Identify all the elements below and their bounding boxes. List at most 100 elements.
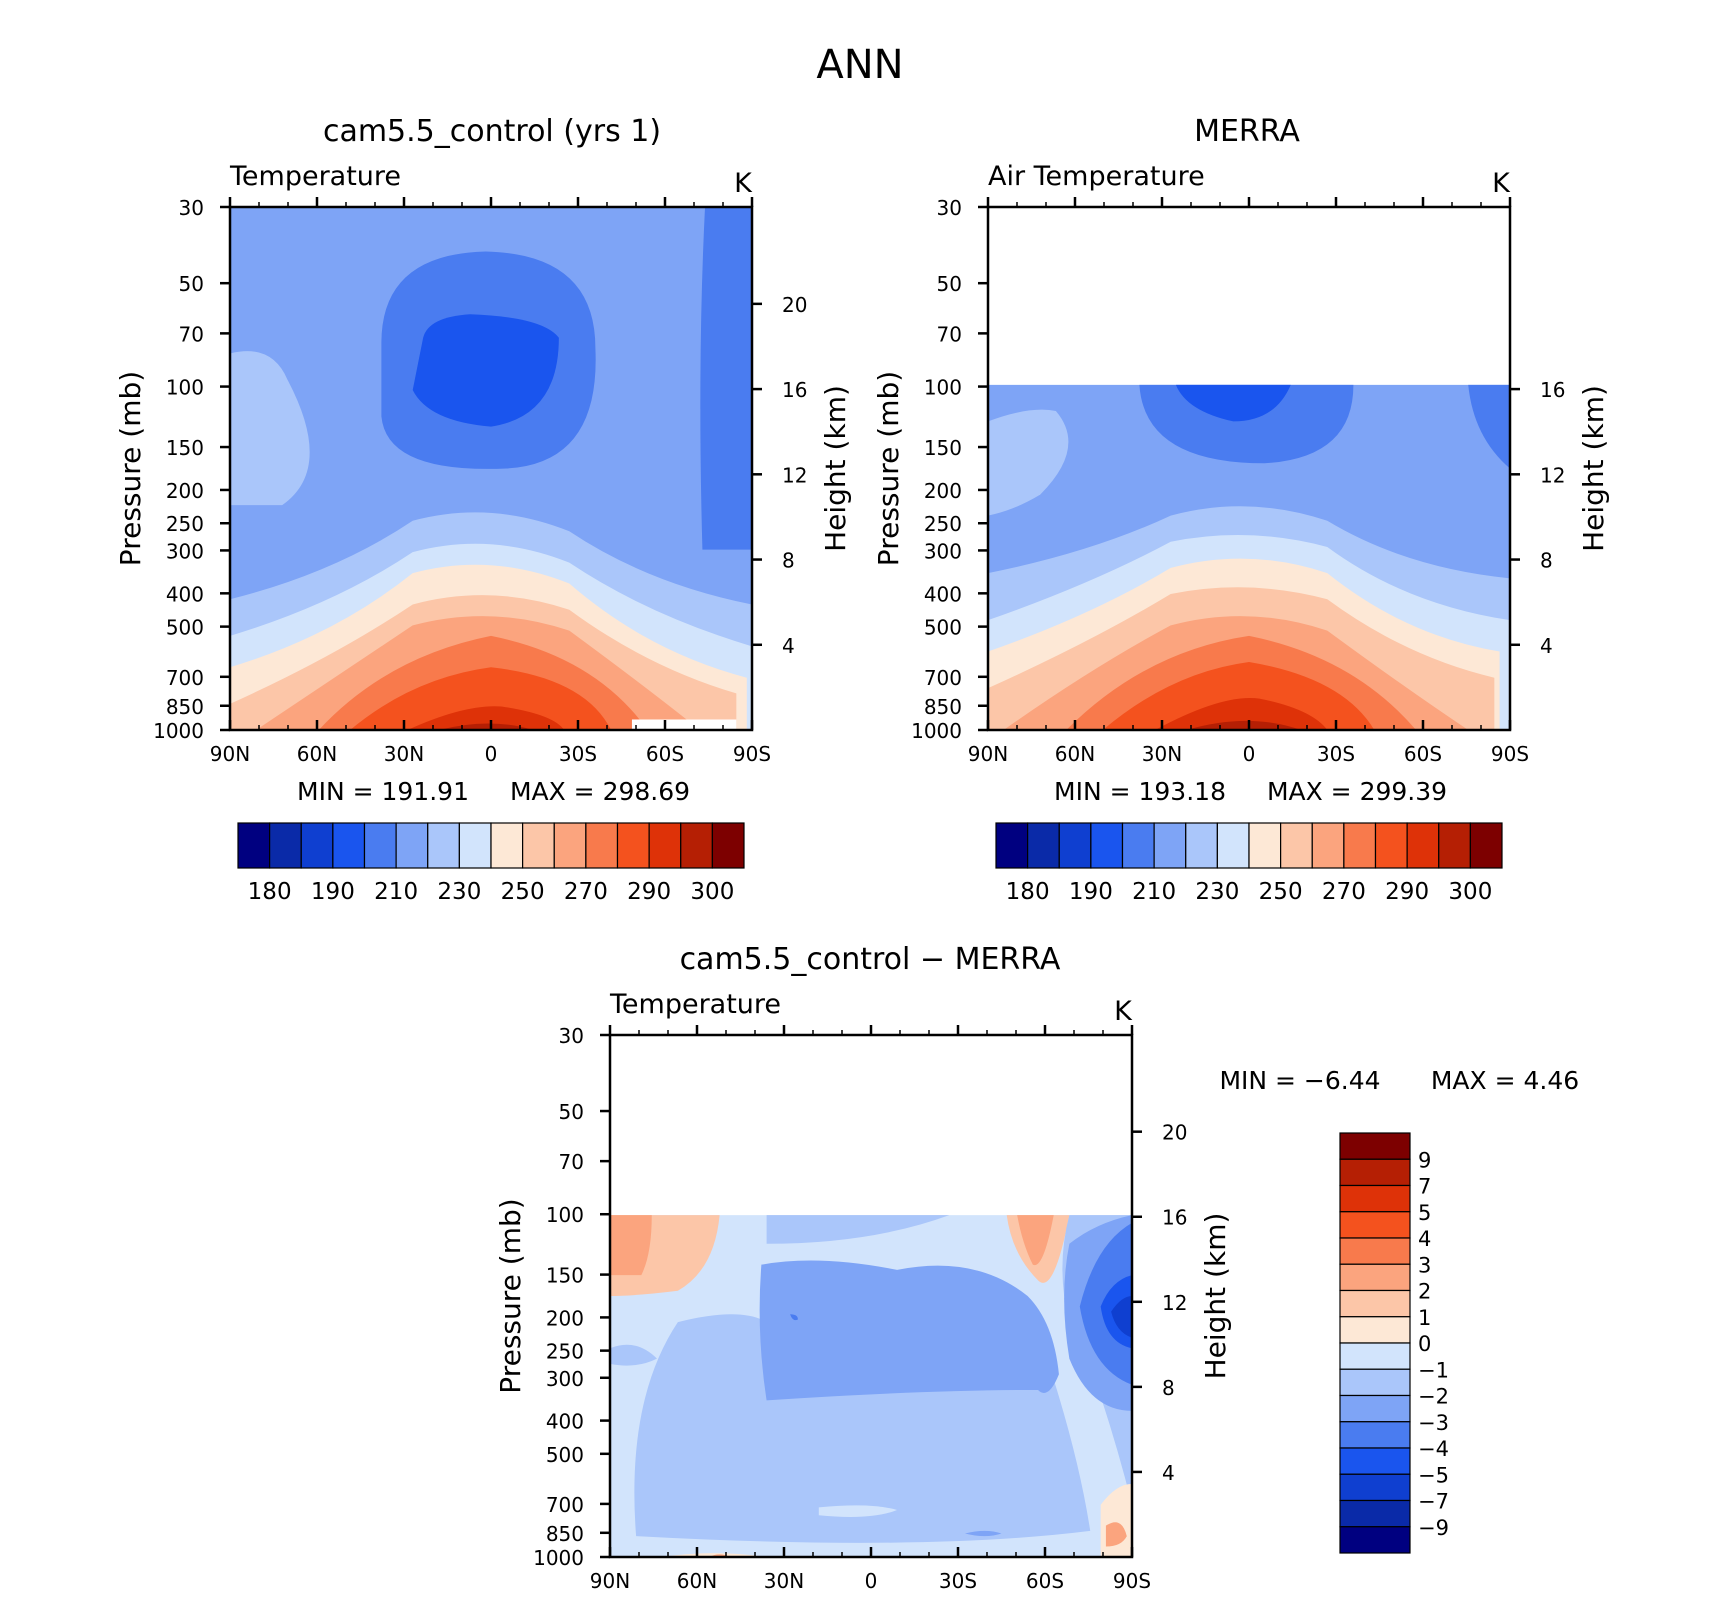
- panel-difference-colorbar-swatch: [1339, 1289, 1411, 1318]
- panel-model-x-tick-label: 30S: [559, 742, 597, 766]
- panel-difference-x-tick-label: 30S: [939, 1569, 977, 1593]
- panel-difference-height-tick-label: 4: [1162, 1461, 1175, 1485]
- panel-difference-colorbar-label: −5: [1418, 1463, 1449, 1487]
- panel-model-y-tick-label: 250: [166, 512, 204, 536]
- panel-model-colorbar-swatch: [269, 822, 302, 869]
- panel-model-colorbar-swatch: [585, 822, 619, 869]
- panel-merra-y-tick-label: 30: [937, 196, 962, 220]
- panel-merra-colorbar-swatch: [1090, 822, 1124, 869]
- panel-merra-x-tick-label: 60S: [1404, 742, 1442, 766]
- panel-difference-contour-region: [1111, 1296, 1132, 1338]
- panel-model-height-tick-label: 12: [782, 463, 807, 487]
- panel-difference-colorbar-swatch: [1339, 1421, 1411, 1449]
- panel-merra-subtitle: MERRA: [1194, 114, 1300, 149]
- panel-merra-height-tick-label: 12: [1540, 463, 1565, 487]
- panel-model-contour-region: [700, 207, 752, 550]
- panel-difference-contour-region: [610, 1344, 657, 1366]
- panel-model-max-label: MAX = 298.69: [510, 777, 690, 806]
- panel-difference-x-tick-label: 60N: [677, 1569, 717, 1593]
- panel-merra-y-tick-label: 250: [924, 512, 962, 536]
- panel-difference-colorbar-label: 1: [1418, 1306, 1431, 1330]
- panel-model-y-tick-label: 30: [179, 196, 204, 220]
- panel-difference-x-tick-label: 90N: [590, 1569, 630, 1593]
- panel-merra-y-tick-label: 150: [924, 436, 962, 460]
- panel-model-y-tick-label: 500: [166, 616, 204, 640]
- panel-difference-height-tick-label: 16: [1162, 1206, 1187, 1230]
- panel-difference-colorbar-swatch: [1339, 1447, 1411, 1475]
- panel-merra-colorbar-swatch: [995, 822, 1029, 869]
- panel-difference-colorbar-swatch: [1339, 1263, 1411, 1292]
- panel-difference-colorbar-label: −1: [1418, 1358, 1449, 1382]
- panel-difference-x-tick-label: 60S: [1026, 1569, 1064, 1593]
- panel-model-contour-region: [412, 314, 559, 427]
- panel-merra-contour-region: [1175, 384, 1291, 422]
- panel-model-y-axis-title: Pressure (mb): [114, 371, 147, 566]
- panel-model-x-tick-label: 60S: [646, 742, 684, 766]
- panel-difference-x-tick-label: 30N: [764, 1569, 804, 1593]
- panel-merra-colorbar-label: 300: [1448, 879, 1492, 905]
- panel-merra-colorbar-swatch: [1185, 822, 1218, 869]
- panel-merra-colorbar-label: 250: [1259, 879, 1303, 905]
- panel-model-colorbar-swatch: [522, 822, 555, 869]
- panel-difference-colorbar-swatch: [1339, 1184, 1411, 1213]
- panel-model-y-tick-label: 1000: [153, 719, 204, 743]
- panel-difference-colorbar-swatch: [1339, 1211, 1411, 1239]
- panel-difference-colorbar-swatch: [1339, 1473, 1411, 1502]
- panel-merra-contour-region: [988, 207, 1510, 385]
- panel-model-y-tick-label: 850: [166, 695, 204, 719]
- panel-model-colorbar-swatch: [395, 822, 429, 869]
- panel-model-units: K: [734, 168, 753, 199]
- panel-model-contour-field: [230, 207, 752, 730]
- panel-merra-x-tick-label: 30S: [1317, 742, 1355, 766]
- panel-merra-colorbar-swatch: [1058, 822, 1092, 869]
- panel-merra-y-tick-label: 200: [924, 479, 962, 503]
- panel-merra-contour-region: [988, 409, 1069, 516]
- panel-merra-colorbar-swatch: [1438, 822, 1471, 869]
- panel-merra-y-tick-label: 400: [924, 582, 962, 606]
- panel-merra-colorbar-label: 180: [1006, 879, 1050, 905]
- panel-merra-plot: 90N 60N 30N 0 30S 60S 90S 30 50 70 100 150 200 250 300…: [872, 196, 1610, 766]
- panel-merra-height-tick-label: 4: [1540, 634, 1553, 658]
- panel-difference-colorbar-label: 7: [1418, 1175, 1431, 1199]
- panel-merra-y-axis-title: Pressure (mb): [872, 371, 905, 566]
- panel-model-colorbar-swatch: [458, 822, 492, 869]
- panel-model-colorbar-label: 180: [248, 879, 292, 905]
- panel-merra-y-tick-label: 850: [924, 695, 962, 719]
- panel-difference-colorbar-swatch: [1339, 1526, 1411, 1554]
- panel-model-variable: Temperature: [229, 161, 401, 192]
- panel-merra-colorbar-swatch: [1311, 822, 1345, 869]
- panel-difference-x-tick-label: 0: [865, 1569, 878, 1593]
- panel-difference-colorbar-label: −9: [1418, 1516, 1449, 1540]
- panel-merra-y-tick-label: 70: [937, 322, 962, 346]
- panel-merra: MERRA Air Temperature K 90N 60N 30N 0 30S 60S…: [872, 114, 1610, 905]
- panel-model-subtitle: cam5.5_control (yrs 1): [323, 114, 661, 149]
- panel-merra-units: K: [1492, 168, 1511, 199]
- panel-merra-y-tick-label: 500: [924, 616, 962, 640]
- panel-model-colorbar-swatch: [490, 822, 524, 869]
- panel-difference-y-tick-label: 30: [559, 1024, 584, 1048]
- panel-model-plot: 90N 60N 30N 0 30S 60S 90S 30 50 70 100 150 200 250 300…: [114, 196, 852, 766]
- panel-difference-colorbar-swatch: [1339, 1158, 1411, 1187]
- panel-difference-units: K: [1114, 996, 1133, 1027]
- panel-difference-y-tick-label: 70: [559, 1150, 584, 1174]
- panel-merra-height-axis-title: Height (km): [1577, 385, 1610, 552]
- panel-model-x-tick-label: 60N: [297, 742, 337, 766]
- panel-merra-y-tick-label: 50: [937, 272, 962, 296]
- panel-difference-colorbar-swatch: [1339, 1368, 1411, 1397]
- panel-model-contour-region: [631, 719, 737, 730]
- panel-merra-contour-region: [1186, 720, 1302, 730]
- panel-difference-contour-region: [610, 1035, 1132, 1216]
- panel-difference-height-axis-title: Height (km): [1199, 1213, 1232, 1380]
- panel-difference-contour-region: [610, 1215, 652, 1276]
- panel-difference-y-axis-title: Pressure (mb): [494, 1198, 527, 1393]
- panel-model-colorbar: 180 190 210 230 250 270 290 300: [237, 822, 745, 905]
- panel-difference-y-tick-label: 50: [559, 1100, 584, 1124]
- panel-model-height-axis-title: Height (km): [819, 385, 852, 552]
- panel-model-y-tick-label: 100: [166, 376, 204, 400]
- panel-model-colorbar-label: 190: [311, 879, 355, 905]
- panel-merra-y-tick-label: 100: [924, 376, 962, 400]
- panel-difference-contour-region: [964, 1530, 1002, 1537]
- panel-merra-max-label: MAX = 299.39: [1267, 777, 1447, 806]
